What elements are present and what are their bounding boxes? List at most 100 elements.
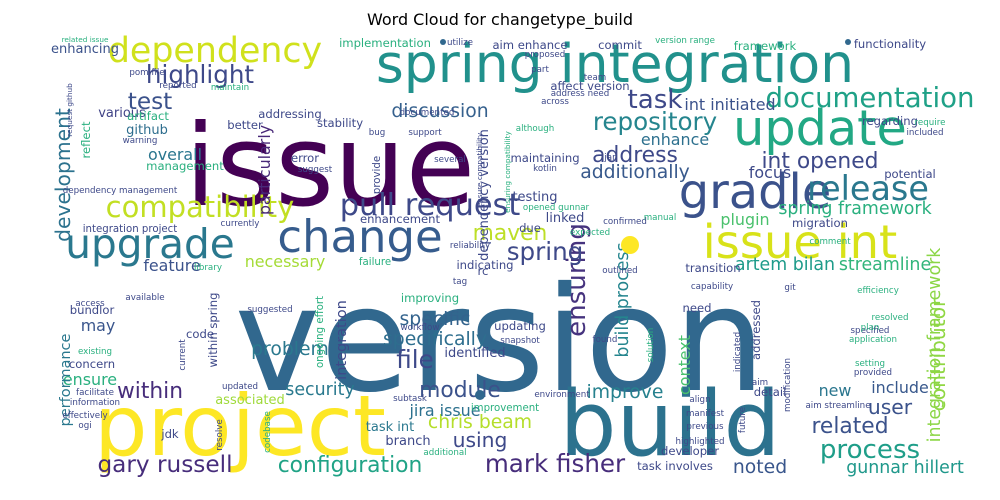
word-bundlor: bundlor	[70, 303, 115, 317]
word-found: found	[593, 335, 618, 345]
word-change: change	[277, 210, 442, 263]
word-kotlin: kotlin	[533, 164, 557, 174]
word-error: error	[291, 151, 319, 165]
word-snapshot: snapshot	[500, 336, 540, 346]
word-efficiency: efficiency	[857, 286, 899, 296]
word-feature: feature	[143, 256, 200, 275]
word-module: module	[419, 378, 501, 403]
word-additionally: additionally	[580, 162, 690, 183]
word-resolved: resolved	[872, 313, 909, 323]
word-testing: testing	[512, 190, 557, 205]
word-included: included	[907, 128, 944, 138]
word-previous: previous	[686, 422, 724, 432]
word-overall: overall	[148, 145, 202, 164]
word-performance: performance	[58, 333, 74, 426]
word-failure: failure	[359, 257, 391, 268]
word-related: related	[811, 414, 888, 439]
word-ongoing-effort: ongoing effort	[315, 296, 326, 368]
word-updating: updating	[494, 319, 546, 333]
word-across: across	[541, 97, 569, 107]
word-plugin: plugin	[720, 210, 769, 229]
word-manifest: manifest	[686, 409, 725, 419]
word-problem: problem	[251, 339, 329, 360]
word-aim-streamline: aim streamline	[805, 401, 870, 411]
word-specific: specific	[400, 309, 471, 330]
word-spring: spring	[507, 237, 584, 266]
word-due: due	[519, 221, 541, 235]
word-within-spring: within spring	[206, 293, 220, 368]
word-configuration: configuration	[278, 453, 423, 478]
word-ogi: ogi	[78, 421, 91, 431]
word-file: file	[396, 345, 433, 374]
word-enhancement: enhancement	[360, 212, 441, 226]
word-github: github	[126, 123, 168, 138]
word-contributor: contributor	[926, 298, 950, 411]
word-discussion: discussion	[391, 101, 488, 122]
word-available: available	[125, 293, 164, 303]
word-maintain: maintain	[211, 83, 249, 93]
word-reflect: reflect	[79, 121, 93, 158]
word-commit: commit	[598, 38, 642, 52]
word-addressing: addressing	[258, 107, 321, 121]
word-artem-bilan: artem bilan	[735, 255, 835, 275]
word-documentation: documentation	[766, 81, 975, 114]
word-access: access	[75, 299, 105, 309]
word-detail: detail	[754, 385, 787, 399]
word-jira-issue: jira issue	[409, 401, 481, 420]
word-build-process: build process	[613, 242, 633, 357]
word-indicated: indicated	[733, 332, 743, 372]
word-linked: linked	[546, 211, 585, 226]
word-noted: noted	[733, 457, 787, 478]
word-issue: issue	[185, 100, 476, 232]
word-artifact: artifact	[127, 109, 169, 123]
word-compatibility: compatibility	[106, 190, 295, 224]
word-dependency: dependency	[108, 31, 322, 71]
word-transition: transition	[685, 261, 740, 275]
word-request-github: request github	[65, 83, 74, 137]
chart-title: Word Cloud for changetype_build	[366, 10, 634, 29]
word-upgrade: upgrade	[65, 220, 235, 268]
word-test: test	[128, 88, 173, 115]
word-provided: provided	[854, 368, 892, 378]
word-information: information	[70, 398, 120, 408]
word-although: although	[516, 124, 555, 134]
word-gradle: gradle	[679, 165, 832, 220]
word-process: process	[820, 435, 920, 465]
word-related-issue: related issue	[62, 35, 109, 44]
word-build: build	[559, 373, 780, 477]
word-aim: aim	[752, 378, 768, 388]
word-codebase: codebase	[263, 411, 273, 453]
word-stability: stability	[317, 116, 363, 130]
word-ensure-compatibility: ensure compatibility	[475, 132, 484, 207]
word-reliability: reliability	[450, 241, 490, 251]
word-address: address	[592, 143, 678, 168]
word-dependency-management: dependency management	[63, 186, 178, 196]
word-suggest: suggest	[298, 165, 333, 175]
word-rc: rc	[478, 264, 489, 278]
word-proposed: proposed	[525, 50, 565, 60]
word-regarding: regarding	[862, 114, 918, 128]
word-release: release	[807, 169, 929, 208]
word-team: team	[584, 73, 607, 83]
word-task: task	[628, 85, 684, 115]
word-current: current	[178, 339, 188, 371]
word-utilize: utilize	[447, 38, 473, 48]
word-pom-file: pom file	[129, 68, 164, 78]
word-subtask: subtask	[393, 394, 427, 404]
word-version: version	[234, 256, 765, 425]
word-mark-fisher: mark fisher	[485, 449, 626, 478]
word-updated: updated	[222, 382, 258, 392]
word-associated: associated	[215, 393, 285, 408]
dot-mark	[845, 39, 851, 45]
word-part: part	[531, 65, 549, 75]
word-outlined: outlined	[602, 266, 637, 276]
word-int-opened: int opened	[762, 149, 879, 174]
word-enhancing: enhancing	[51, 42, 119, 57]
word-development: development	[51, 108, 75, 242]
word-indicating: indicating	[456, 258, 513, 272]
word-using: using	[453, 428, 508, 452]
word-highlight: highlight	[146, 60, 254, 89]
word-include: include	[871, 378, 929, 397]
word-various: various	[98, 106, 146, 121]
